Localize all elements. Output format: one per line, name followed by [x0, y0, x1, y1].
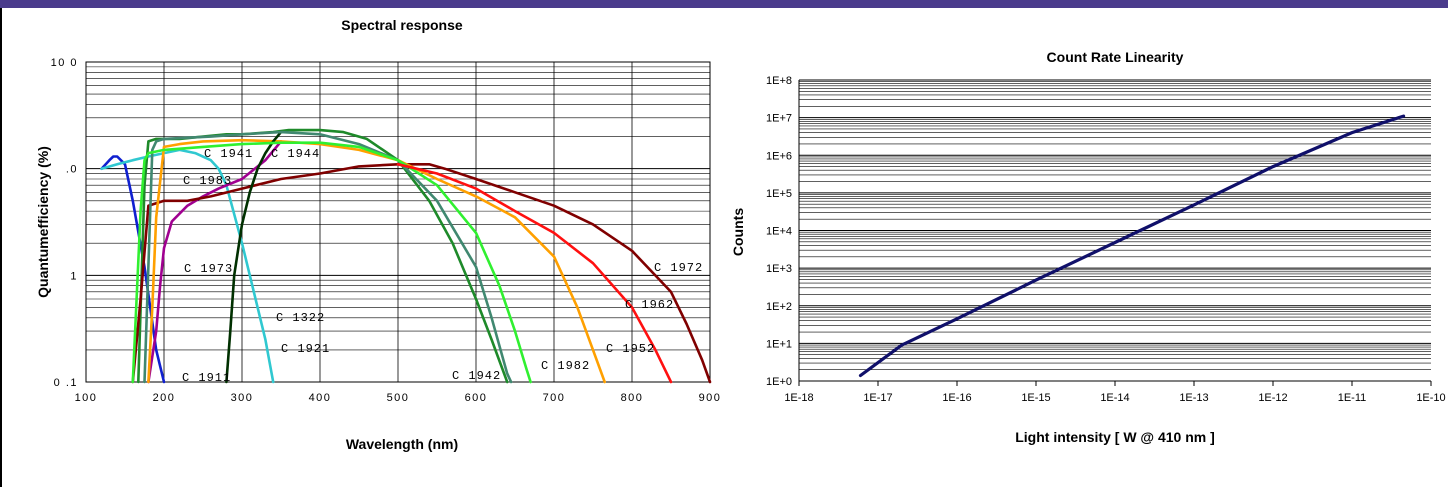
y-tick-label: 1E+1 [766, 338, 792, 350]
series-label: C 1944 [271, 147, 320, 161]
x-tick-label: 800 [621, 392, 644, 404]
x-tick-label: 1E-10 [1416, 392, 1445, 404]
x-tick-label: 400 [309, 392, 332, 404]
y-tick-label: 1E+7 [766, 113, 792, 125]
spectral-response-chart: Spectral response Wavelength (nm) Quantu… [35, 17, 722, 452]
x-axis-label: Light intensity [ W @ 410 nm ] [1015, 429, 1215, 445]
y-tick-label: 10 0 [51, 57, 78, 69]
y-axis-label: Quantumefficiency (%) [35, 146, 51, 298]
series-line-c-1921 [100, 148, 275, 384]
y-tick-label: 1E+6 [766, 150, 792, 162]
y-tick-label: 1E+5 [766, 188, 792, 200]
x-tick-label: 300 [231, 392, 254, 404]
series-label: C 1911 [182, 371, 231, 385]
y-axis-label: Counts [730, 208, 746, 256]
x-tick-label: 1E-17 [863, 392, 892, 404]
series-label: C 1962 [625, 298, 674, 312]
y-tick-label: 0 .1 [54, 377, 78, 389]
series-label: C 1941 [204, 147, 253, 161]
series-line-c-1942 [143, 130, 513, 384]
series-label: C 1983 [183, 174, 232, 188]
y-tick-label: 1E+4 [766, 226, 792, 238]
x-axis-label: Wavelength (nm) [346, 436, 458, 452]
series-label: C 1322 [276, 311, 325, 325]
x-tick-label: 500 [387, 392, 410, 404]
series-line-c-1983 [131, 163, 712, 384]
x-tick-label: 1E-18 [784, 392, 813, 404]
y-tick-label: 1E+2 [766, 301, 792, 313]
x-tick-label: 1E-13 [1179, 392, 1208, 404]
y-tick-label: 1 [70, 270, 78, 282]
series-label: C 1921 [281, 342, 330, 356]
x-tick-label: 600 [465, 392, 488, 404]
series-line-counts [858, 114, 1406, 378]
series-line-c-1973 [147, 140, 283, 384]
x-tick-label: 1E-11 [1338, 392, 1367, 404]
y-tick-label: 1E+3 [766, 263, 792, 275]
y-tick-label: .0 [66, 164, 78, 176]
series-label: C 1982 [541, 359, 590, 373]
series-line-c-1952 [396, 163, 673, 384]
y-tick-label: 1E+0 [766, 376, 792, 388]
x-tick-label: 1E-15 [1021, 392, 1050, 404]
chart-title: Count Rate Linearity [1047, 49, 1184, 65]
x-tick-label: 1E-14 [1100, 392, 1129, 404]
x-tick-label: 1E-12 [1258, 392, 1287, 404]
x-tick-label: 200 [153, 392, 176, 404]
x-tick-label: 100 [75, 392, 98, 404]
series-label: C 1952 [606, 342, 655, 356]
x-tick-label: 1E-16 [942, 392, 971, 404]
series-line-c-1944 [225, 130, 283, 384]
series-label: C 1973 [184, 262, 233, 276]
series-line-c-1982 [131, 141, 532, 384]
left-border [0, 8, 2, 487]
series-label: C 1942 [452, 369, 501, 383]
plot-area [85, 61, 711, 383]
x-tick-label: 700 [543, 392, 566, 404]
y-tick-label: 1E+8 [766, 75, 792, 87]
series-line-c-1941 [147, 138, 607, 384]
x-tick-label: 900 [699, 392, 722, 404]
series-label: C 1972 [654, 261, 703, 275]
chart-title: Spectral response [341, 17, 463, 33]
header-bar [0, 0, 1448, 8]
